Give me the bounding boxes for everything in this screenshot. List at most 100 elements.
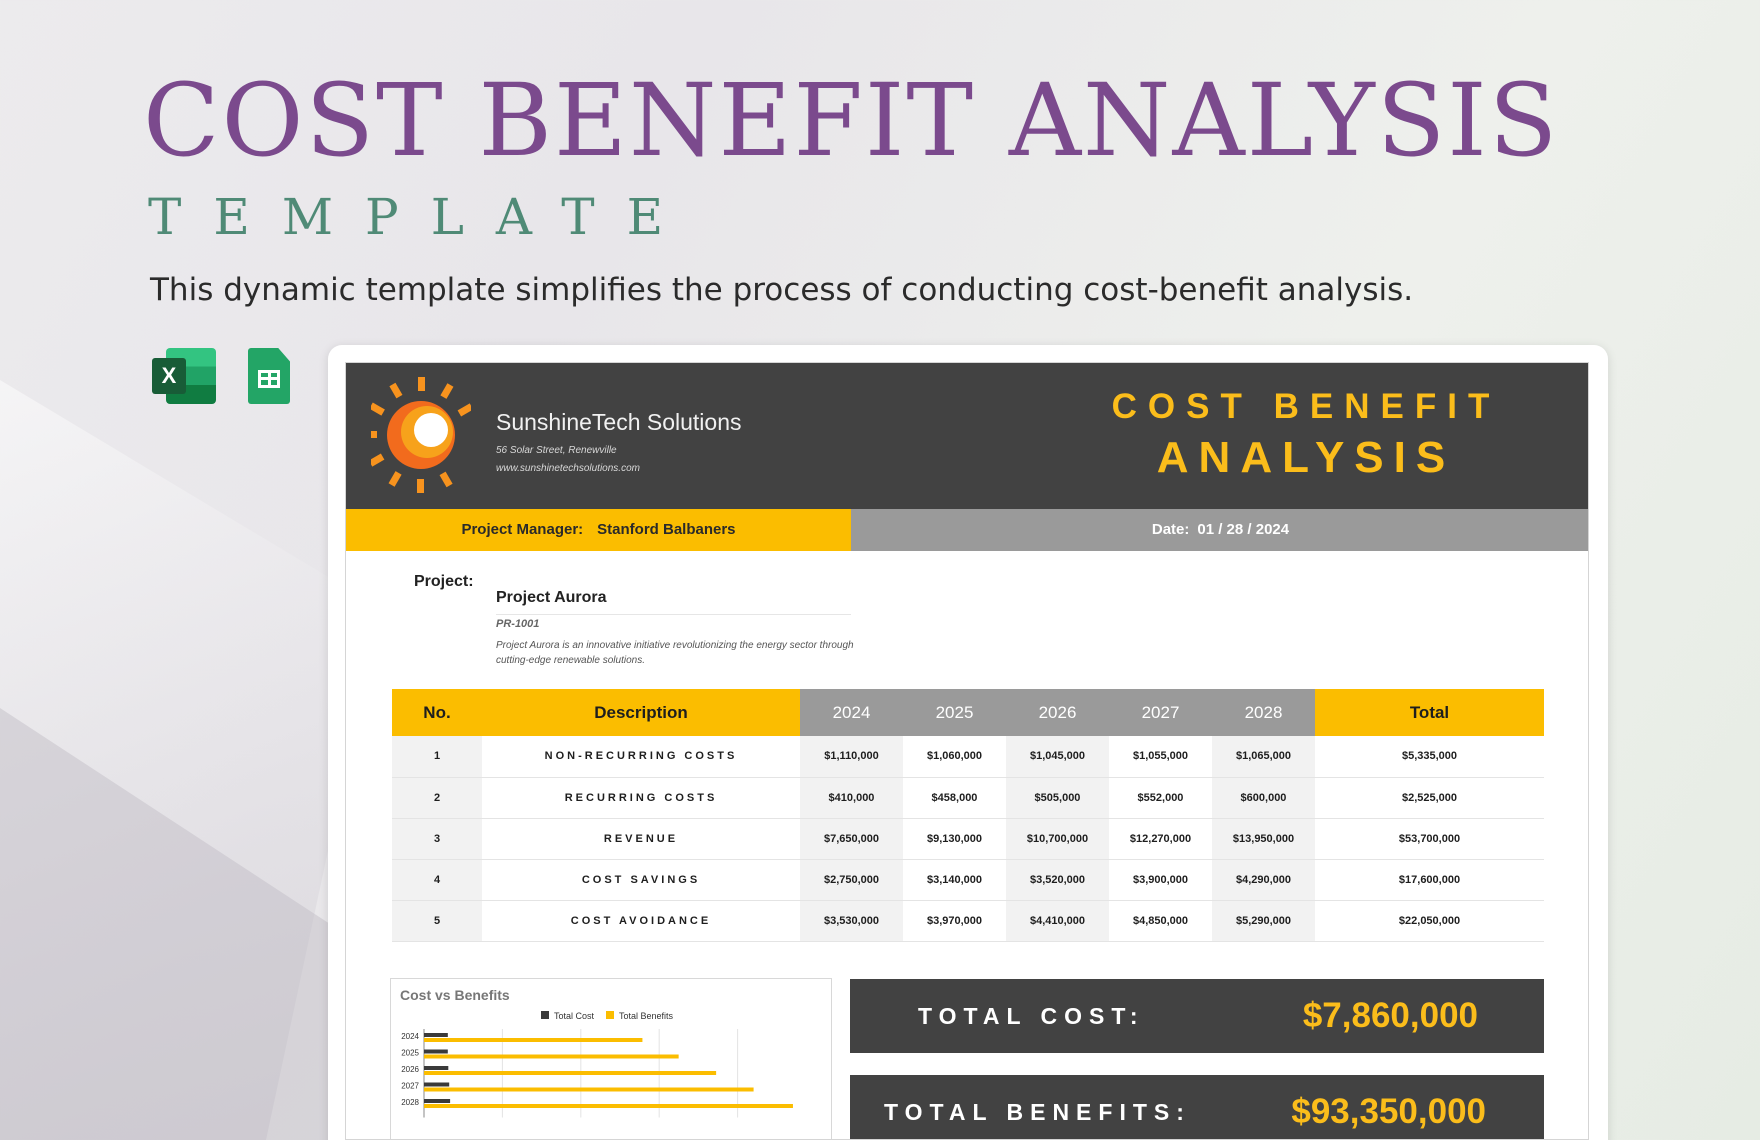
total-cost-label: TOTAL COST:: [918, 1003, 1145, 1029]
cell-value[interactable]: $3,970,000: [903, 900, 1006, 942]
cell-total[interactable]: $53,700,000: [1315, 818, 1544, 860]
cost-vs-benefits-chart: Cost vs Benefits Total Cost Total Benefi…: [390, 978, 832, 1139]
cell-value[interactable]: $3,140,000: [903, 859, 1006, 901]
cell-value[interactable]: $3,900,000: [1109, 859, 1212, 901]
project-manager-bar: Project Manager: Stanford Balbaners: [346, 509, 851, 551]
table-row: 5 COST AVOIDANCE $3,530,000 $3,970,000 $…: [392, 900, 1544, 942]
column-header-year: 2024: [800, 689, 903, 736]
cell-value[interactable]: $505,000: [1006, 777, 1109, 819]
column-header-year: 2028: [1212, 689, 1315, 736]
cell-value[interactable]: $7,650,000: [800, 818, 903, 860]
hero-subtitle: TEMPLATE: [148, 188, 696, 246]
cell-value[interactable]: $12,270,000: [1109, 818, 1212, 860]
chart-title: Cost vs Benefits: [400, 987, 510, 1003]
hero-title: COST BENEFIT ANALYSIS: [143, 62, 1560, 179]
cell-value[interactable]: $600,000: [1212, 777, 1315, 819]
y-category-label: 2027: [401, 1082, 419, 1091]
bar-total-benefits: [424, 1054, 679, 1059]
legend-label-total-cost: Total Cost: [554, 1011, 595, 1021]
cell-no[interactable]: 1: [392, 736, 482, 778]
divider: [496, 614, 851, 615]
excel-icon-letter: X: [152, 358, 186, 394]
table-row: 4 COST SAVINGS $2,750,000 $3,140,000 $3,…: [392, 859, 1544, 901]
project-manager-name: Stanford Balbaners: [597, 521, 736, 538]
excel-icon[interactable]: X: [152, 348, 216, 404]
legend-swatch-total-benefits: [606, 1011, 614, 1019]
cell-no[interactable]: 3: [392, 818, 482, 860]
total-benefits-value: $93,350,000: [1291, 1092, 1486, 1131]
table-row: 1 NON-RECURRING COSTS $1,110,000 $1,060,…: [392, 736, 1544, 778]
bar-total-cost: [424, 1049, 448, 1054]
y-category-label: 2026: [401, 1065, 419, 1074]
total-benefits-box: TOTAL BENEFITS: $93,350,000: [850, 1075, 1544, 1139]
cell-value[interactable]: $3,520,000: [1006, 859, 1109, 901]
chart-canvas: Cost vs Benefits Total Cost Total Benefi…: [400, 987, 793, 1118]
cell-no[interactable]: 5: [392, 900, 482, 942]
cell-description[interactable]: COST SAVINGS: [482, 859, 800, 901]
google-sheets-icon[interactable]: [248, 348, 292, 404]
cell-description[interactable]: REVENUE: [482, 818, 800, 860]
cell-value[interactable]: $410,000: [800, 777, 903, 819]
cell-description[interactable]: NON-RECURRING COSTS: [482, 736, 800, 778]
date-label: Date:: [1151, 521, 1190, 538]
cell-value[interactable]: $1,110,000: [800, 736, 903, 778]
column-header-no: No.: [392, 689, 482, 736]
cell-value[interactable]: $1,045,000: [1006, 736, 1109, 778]
document-header: SunshineTech Solutions 56 Solar Street, …: [346, 363, 1588, 509]
document-title-line1: COST BENEFIT: [1111, 387, 1501, 426]
y-category-label: 2025: [401, 1049, 419, 1058]
cell-description[interactable]: COST AVOIDANCE: [482, 900, 800, 942]
cell-value[interactable]: $9,130,000: [903, 818, 1006, 860]
sheets-icon-grid: [258, 370, 280, 388]
cell-value[interactable]: $4,850,000: [1109, 900, 1212, 942]
cell-value[interactable]: $4,290,000: [1212, 859, 1315, 901]
column-header-year: 2027: [1109, 689, 1212, 736]
cell-total[interactable]: $2,525,000: [1315, 777, 1544, 819]
y-category-label: 2028: [401, 1098, 419, 1107]
document-page: SunshineTech Solutions 56 Solar Street, …: [345, 362, 1589, 1140]
table-row: 3 REVENUE $7,650,000 $9,130,000 $10,700,…: [392, 818, 1544, 860]
cell-total[interactable]: $5,335,000: [1315, 736, 1544, 778]
company-website[interactable]: www.sunshinetechsolutions.com: [496, 463, 640, 474]
column-header-year: 2026: [1006, 689, 1109, 736]
cell-total[interactable]: $22,050,000: [1315, 900, 1544, 942]
cell-value[interactable]: $5,290,000: [1212, 900, 1315, 942]
project-manager-label: Project Manager:: [461, 521, 584, 538]
column-header-description: Description: [482, 689, 800, 736]
bar-total-benefits: [424, 1087, 754, 1092]
cell-value[interactable]: $10,700,000: [1006, 818, 1109, 860]
project-name: Project Aurora: [496, 589, 607, 606]
bar-total-cost: [424, 1033, 448, 1037]
cell-value[interactable]: $13,950,000: [1212, 818, 1315, 860]
cell-value[interactable]: $458,000: [903, 777, 1006, 819]
cell-description[interactable]: RECURRING COSTS: [482, 777, 800, 819]
cell-no[interactable]: 4: [392, 859, 482, 901]
document-title-line2: ANALYSIS: [1156, 433, 1456, 482]
total-benefits-label: TOTAL BENEFITS:: [884, 1099, 1191, 1125]
cell-value[interactable]: $552,000: [1109, 777, 1212, 819]
table-header-row: No. Description 2024 2025 2026 2027 2028…: [392, 689, 1544, 736]
bar-total-benefits: [424, 1038, 643, 1042]
column-header-total: Total: [1315, 689, 1544, 736]
cell-value[interactable]: $1,055,000: [1109, 736, 1212, 778]
company-name: SunshineTech Solutions: [496, 409, 742, 435]
cell-value[interactable]: $2,750,000: [800, 859, 903, 901]
cell-value[interactable]: $4,410,000: [1006, 900, 1109, 942]
cell-no[interactable]: 2: [392, 777, 482, 819]
date-bar: Date: 01 / 28 / 2024: [851, 509, 1588, 551]
cell-total[interactable]: $17,600,000: [1315, 859, 1544, 901]
cell-value[interactable]: $1,065,000: [1212, 736, 1315, 778]
table-row: 2 RECURRING COSTS $410,000 $458,000 $505…: [392, 777, 1544, 819]
y-category-label: 2024: [401, 1032, 419, 1041]
cell-value[interactable]: $1,060,000: [903, 736, 1006, 778]
bar-total-benefits: [424, 1104, 793, 1108]
bar-total-cost: [424, 1099, 451, 1103]
legend-label-total-benefits: Total Benefits: [619, 1011, 674, 1021]
total-cost-box: TOTAL COST: $7,860,000: [850, 979, 1544, 1053]
legend-swatch-total-cost: [541, 1011, 549, 1019]
project-code: PR-1001: [496, 618, 540, 630]
column-header-year: 2025: [903, 689, 1006, 736]
cell-value[interactable]: $3,530,000: [800, 900, 903, 942]
sun-logo-icon: [371, 377, 471, 493]
cost-benefit-table: No. Description 2024 2025 2026 2027 2028…: [392, 689, 1544, 942]
